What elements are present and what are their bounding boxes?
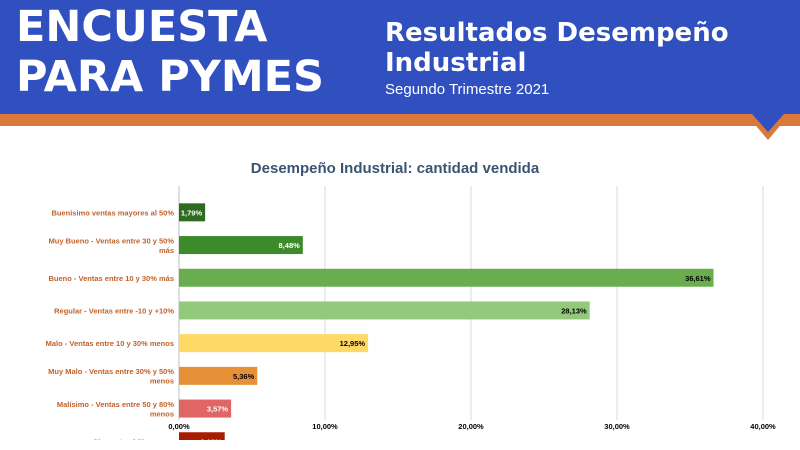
category-label: Malo - Ventas entre 10 y 30% menos [46,339,174,348]
category-label: Malísimo - Ventas entre 50 y 80% menos [57,400,174,419]
banner-title-line-1: Resultados Desempeño [385,18,729,48]
divider-arrow-inner [752,114,784,132]
x-tick-label: 10,00% [312,422,338,431]
category-label: Muy Bueno - Ventas entre 30 y 50% más [49,236,175,255]
category-label: Bueno - Ventas entre 10 y 30% más [49,274,174,283]
bar [179,334,369,353]
survey-logo-text: ENCUESTA PARA PYMES [16,2,324,102]
logo-line-1: ENCUESTA [16,2,268,52]
data-label: 28,13% [561,306,587,315]
x-tick-label: 30,00% [604,422,630,431]
category-label: Buenisimo ventas mayores al 50% [51,208,174,217]
orange-divider [0,114,800,126]
bar [179,399,232,418]
bar [179,366,258,385]
banner-subtitle: Segundo Trimestre 2021 [385,81,550,98]
x-tick-label: 0,00% [168,422,190,431]
bar [179,432,225,440]
banner-title-line-2: Industrial [385,48,527,78]
bar [179,236,303,255]
bar [179,268,714,287]
data-label: 5,36% [233,372,255,381]
data-label: 12,95% [340,339,366,348]
data-label: 3,13% [200,437,222,440]
x-tick-label: 40,00% [750,422,776,431]
category-label: Regular - Ventas entre -10 y +10% [54,306,174,315]
banner-heading: Resultados Desempeño Industrial Segundo … [385,18,729,98]
category-label: Sin ventas / Sin operar [93,437,174,440]
data-label: 1,79% [181,208,203,217]
logo-line-2: PARA PYMES [16,52,324,102]
header-banner: ENCUESTA PARA PYMES Resultados Desempeño… [0,0,800,114]
bar [179,203,206,222]
data-label: 3,57% [207,405,229,414]
bar-chart: Desempeño Industrial: cantidad vendida 0,… [46,160,776,440]
x-tick-label: 20,00% [458,422,484,431]
chart-title: Desempeño Industrial: cantidad vendida [251,160,540,177]
data-label: 8,48% [279,241,301,250]
category-label: Muy Malo - Ventas entre 30% y 50% menos [48,367,174,386]
data-label: 36,61% [685,274,711,283]
bar [179,301,590,320]
